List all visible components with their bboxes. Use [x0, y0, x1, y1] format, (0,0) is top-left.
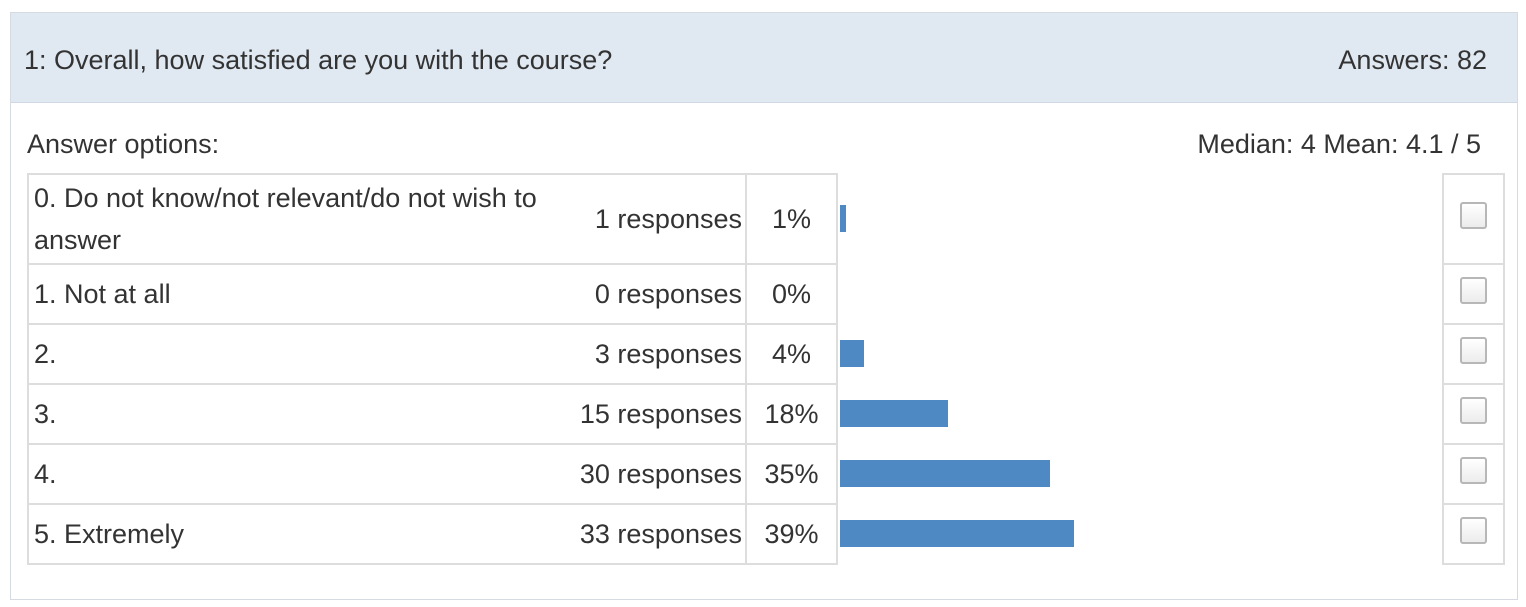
- response-count: 3 responses: [568, 323, 747, 385]
- select-cell: [1442, 383, 1505, 445]
- question-title: 1: Overall, how satisfied are you with t…: [24, 45, 613, 75]
- response-bar: [840, 205, 846, 232]
- response-count: 0 responses: [568, 263, 747, 325]
- response-percent: 18%: [745, 383, 838, 445]
- bar-cell: [836, 174, 1444, 264]
- median-mean-stats: Median: 4 Mean: 4.1 / 5: [1197, 129, 1481, 159]
- answers-count: Answers: 82: [1338, 45, 1487, 75]
- response-bar: [840, 460, 1050, 487]
- result-row-0: 0. Do not know/not relevant/do not wish …: [27, 173, 1505, 265]
- row-select-checkbox[interactable]: [1460, 397, 1487, 424]
- response-bar: [840, 340, 864, 367]
- option-label: 0. Do not know/not relevant/do not wish …: [27, 173, 568, 265]
- option-label: 4.: [27, 443, 568, 505]
- response-percent: 39%: [745, 503, 838, 565]
- option-label: 3.: [27, 383, 568, 445]
- response-bar: [840, 520, 1074, 547]
- row-select-checkbox[interactable]: [1460, 202, 1487, 229]
- result-row-4: 4. 30 responses 35%: [27, 443, 1505, 505]
- result-row-1: 1. Not at all 0 responses 0%: [27, 263, 1505, 325]
- select-cell: [1442, 323, 1505, 385]
- response-count: 30 responses: [568, 443, 747, 505]
- bar-cell: [836, 444, 1444, 504]
- response-count: 15 responses: [568, 383, 747, 445]
- response-bar: [840, 400, 948, 427]
- response-percent: 35%: [745, 443, 838, 505]
- row-select-checkbox[interactable]: [1460, 277, 1487, 304]
- response-count: 1 responses: [568, 173, 747, 265]
- answer-options-label: Answer options:: [27, 129, 220, 159]
- select-cell: [1442, 503, 1505, 565]
- response-percent: 0%: [745, 263, 838, 325]
- result-row-5: 5. Extremely 33 responses 39%: [27, 503, 1505, 565]
- bar-cell: [836, 264, 1444, 324]
- select-cell: [1442, 263, 1505, 325]
- option-label: 2.: [27, 323, 568, 385]
- option-label: 5. Extremely: [27, 503, 568, 565]
- bar-cell: [836, 504, 1444, 564]
- result-row-2: 2. 3 responses 4%: [27, 323, 1505, 385]
- row-select-checkbox[interactable]: [1460, 517, 1487, 544]
- response-percent: 4%: [745, 323, 838, 385]
- response-percent: 1%: [745, 173, 838, 265]
- bar-cell: [836, 324, 1444, 384]
- results-table: 0. Do not know/not relevant/do not wish …: [27, 173, 1505, 565]
- row-select-checkbox[interactable]: [1460, 457, 1487, 484]
- select-cell: [1442, 173, 1505, 265]
- row-select-checkbox[interactable]: [1460, 337, 1487, 364]
- question-header: 1: Overall, how satisfied are you with t…: [11, 13, 1517, 103]
- bar-cell: [836, 384, 1444, 444]
- response-count: 33 responses: [568, 503, 747, 565]
- result-row-3: 3. 15 responses 18%: [27, 383, 1505, 445]
- option-label: 1. Not at all: [27, 263, 568, 325]
- question-panel: 1: Overall, how satisfied are you with t…: [10, 12, 1518, 600]
- select-cell: [1442, 443, 1505, 505]
